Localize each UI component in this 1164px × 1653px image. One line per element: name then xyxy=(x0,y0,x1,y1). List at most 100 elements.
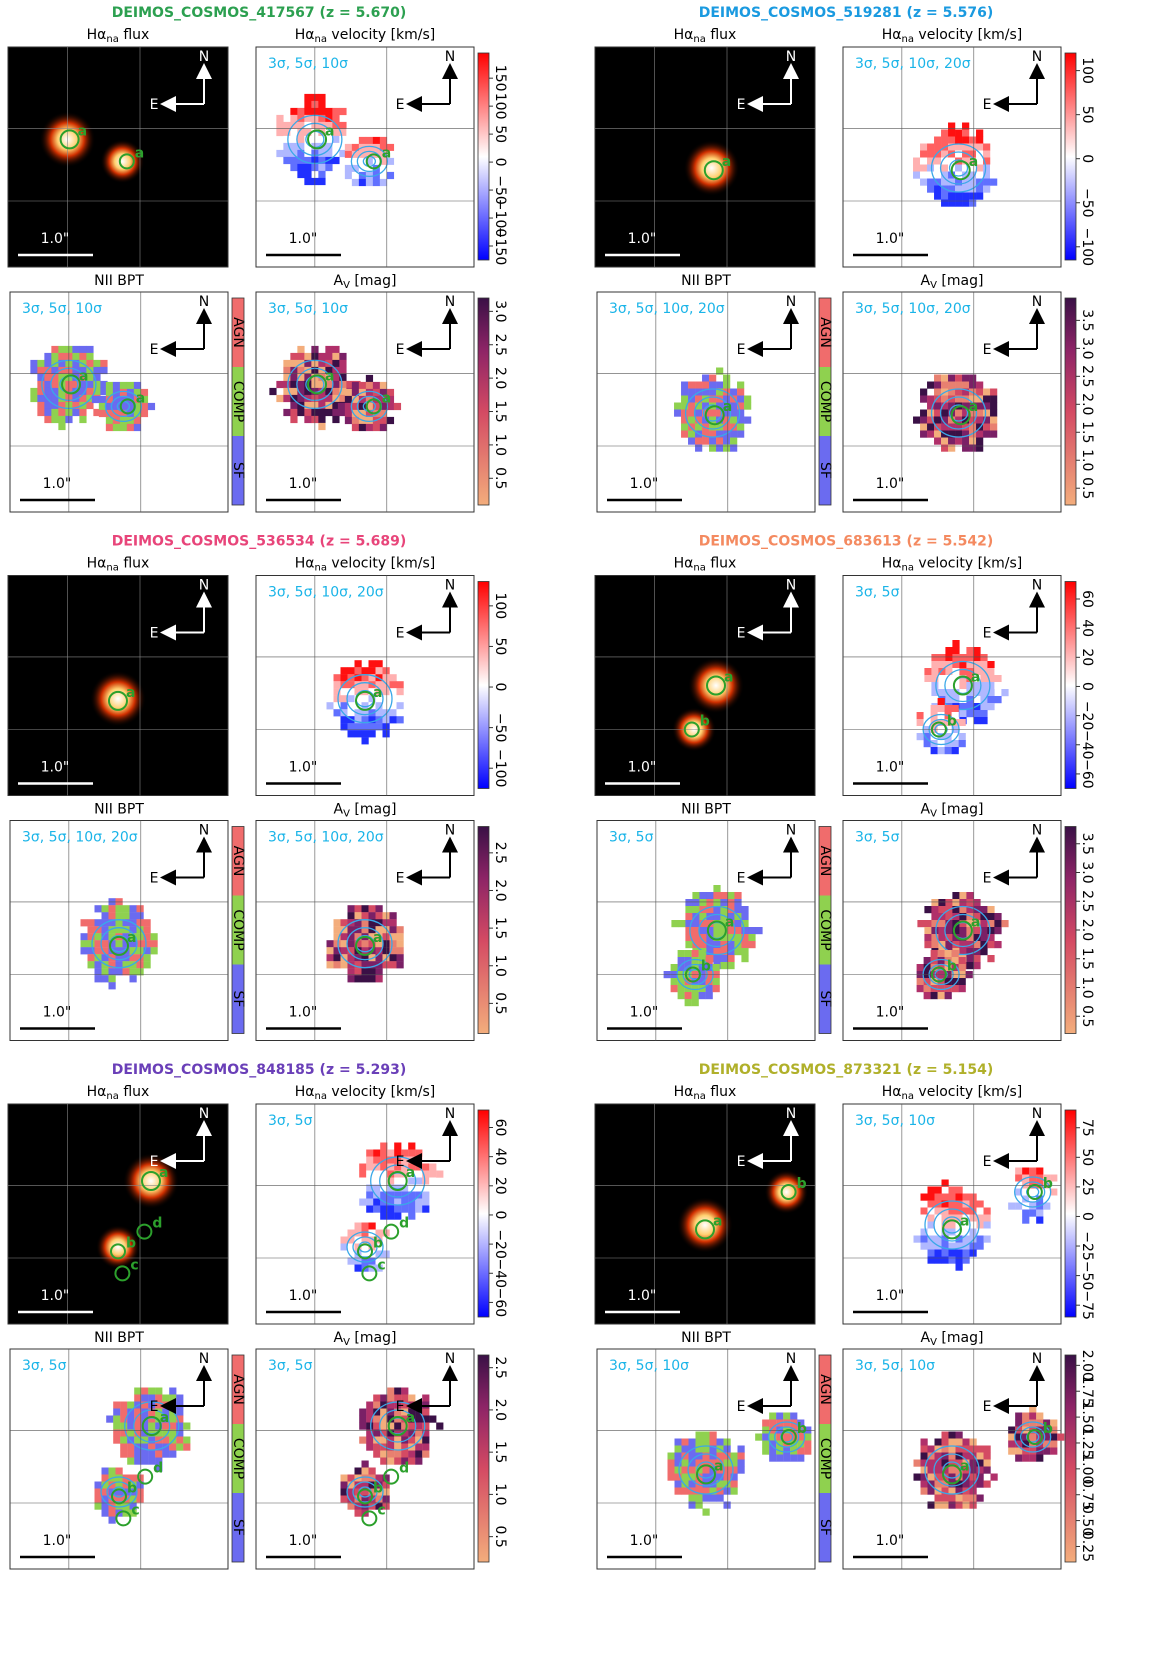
map-pixel xyxy=(924,675,932,683)
map-pixel xyxy=(959,654,967,662)
map-pixel xyxy=(340,1481,348,1489)
compass-e: E xyxy=(737,1399,746,1415)
map-pixel xyxy=(955,388,963,396)
map-pixel xyxy=(1050,1447,1058,1455)
map-pixel xyxy=(136,933,144,941)
map-pixel xyxy=(333,702,341,710)
map-pixel xyxy=(408,1429,416,1437)
map-pixel xyxy=(688,402,696,410)
colorbar-tick-label: 40 xyxy=(1079,619,1095,637)
map-pixel xyxy=(976,388,984,396)
map-pixel xyxy=(382,912,390,920)
map-pixel xyxy=(924,934,932,942)
source-label: a xyxy=(406,1165,415,1181)
map-pixel xyxy=(955,1445,963,1453)
map-pixel xyxy=(333,933,341,941)
map-pixel xyxy=(339,128,347,137)
map-pixel xyxy=(150,933,158,941)
map-pixel xyxy=(396,926,404,934)
map-pixel xyxy=(140,388,149,397)
map-pixel xyxy=(951,740,959,748)
map-pixel xyxy=(720,948,728,956)
map-pixel xyxy=(941,1452,949,1460)
map-pixel xyxy=(688,1466,696,1474)
map-pixel xyxy=(1008,1202,1016,1210)
compass-e: E xyxy=(396,97,405,113)
map-pixel xyxy=(387,1163,395,1171)
map-pixel xyxy=(148,1436,156,1444)
map-pixel xyxy=(934,374,942,382)
map-pixel xyxy=(361,912,369,920)
colorbar-tick-label: 1.0 xyxy=(492,1483,508,1505)
map-pixel xyxy=(87,954,95,962)
map-pixel xyxy=(695,423,703,431)
source-marker xyxy=(950,160,971,181)
map-pixel xyxy=(958,964,966,972)
map-pixel xyxy=(325,408,333,417)
panel-title: NII BPT xyxy=(681,273,731,289)
map-pixel xyxy=(375,702,383,710)
map-pixel xyxy=(923,719,931,727)
map-pixel xyxy=(94,933,102,941)
map-pixel xyxy=(422,1408,430,1416)
contour xyxy=(100,1476,138,1508)
colorbar-tick-label: −60 xyxy=(1079,759,1095,789)
map-pixel xyxy=(37,401,45,410)
map-pixel xyxy=(394,1191,402,1199)
colorbar-tick-label: −50 xyxy=(1079,1261,1095,1291)
map-pixel xyxy=(934,1501,942,1509)
map-pixel xyxy=(133,388,142,397)
text-part: na xyxy=(693,1091,705,1102)
map-pixel xyxy=(741,913,749,921)
map-pixel xyxy=(927,416,935,424)
map-pixel xyxy=(401,1163,409,1171)
map-pixel xyxy=(688,1459,696,1467)
map-panel xyxy=(255,1103,475,1325)
colorbar xyxy=(1064,52,1077,261)
map-pixel xyxy=(120,1422,128,1430)
map-pixel xyxy=(938,906,946,914)
map-pixel xyxy=(973,962,981,970)
source-marker xyxy=(137,1468,154,1485)
map-pixel xyxy=(365,150,374,159)
source-label: b xyxy=(700,714,710,730)
map-pixel xyxy=(951,978,959,986)
map-pixel xyxy=(927,1214,935,1222)
map-pixel xyxy=(51,394,59,403)
colorbar-tick-label: 3.0 xyxy=(1079,337,1095,359)
map-pixel xyxy=(408,1170,416,1178)
colorbar-tick-label: −20 xyxy=(492,1229,508,1259)
map-pixel xyxy=(720,962,728,970)
map-pixel xyxy=(980,661,988,669)
map-pixel xyxy=(930,719,938,727)
contour xyxy=(780,1431,794,1443)
map-pixel xyxy=(304,359,312,368)
map-pixel xyxy=(155,1387,163,1395)
colorbar-tick-label: 2.0 xyxy=(492,1399,508,1421)
map-pixel xyxy=(136,912,144,920)
map-pixel xyxy=(934,1473,942,1481)
map-pixel xyxy=(723,1466,731,1474)
map-pixel xyxy=(741,906,749,914)
map-pixel xyxy=(730,430,738,438)
map-pixel xyxy=(955,1256,963,1264)
map-pixel xyxy=(366,1149,374,1157)
map-pixel xyxy=(920,1221,928,1229)
map-pixel xyxy=(304,177,312,186)
map-pixel xyxy=(713,920,721,928)
map-pixel xyxy=(375,926,383,934)
source-label: a xyxy=(969,399,978,415)
text-part: V xyxy=(343,280,350,291)
map-pixel xyxy=(948,1207,956,1215)
map-pixel xyxy=(976,129,984,137)
map-pixel xyxy=(372,136,381,145)
map-pixel xyxy=(1043,1195,1051,1203)
map-pixel xyxy=(948,1438,956,1446)
map-pixel xyxy=(386,143,395,152)
map-pixel xyxy=(379,395,388,404)
map-pixel xyxy=(346,380,354,389)
map-pixel xyxy=(129,933,137,941)
bpt-class-label: COMP xyxy=(817,1438,833,1479)
map-pixel xyxy=(945,927,953,935)
compass-n: N xyxy=(445,294,455,310)
